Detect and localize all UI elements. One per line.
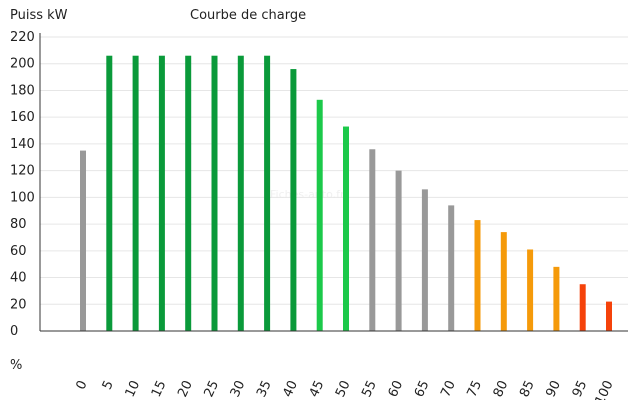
bar-35	[264, 55, 271, 331]
x-tick-label-55: 55	[359, 378, 380, 399]
x-tick-label-5: 5	[100, 378, 117, 392]
x-tick-label-50: 50	[333, 378, 354, 399]
y-tick-label-180: 180	[10, 83, 35, 98]
x-tick-label-65: 65	[412, 378, 433, 399]
bar-85	[527, 249, 534, 331]
bar-100	[606, 301, 612, 331]
bar-0	[80, 150, 86, 331]
y-tick-label-140: 140	[10, 137, 35, 152]
x-tick-label-20: 20	[175, 378, 196, 399]
bar-40	[290, 69, 297, 331]
x-tick-label-40: 40	[280, 378, 301, 399]
y-tick-label-220: 220	[10, 30, 35, 45]
x-tick-label-90: 90	[543, 378, 564, 399]
bar-90	[553, 266, 560, 331]
y-axis-label: Puiss kW	[10, 8, 68, 23]
x-tick-label-15: 15	[149, 378, 170, 399]
x-tick-label-85: 85	[517, 378, 538, 399]
y-tick-label-80: 80	[10, 217, 27, 232]
y-tick-label-0: 0	[10, 324, 18, 339]
bar-60	[395, 170, 402, 331]
bar-80	[500, 232, 507, 331]
bar-20	[185, 55, 192, 331]
bar-95	[579, 284, 586, 331]
x-tick-label-100: 100	[593, 378, 617, 400]
y-tick-label-100: 100	[10, 190, 35, 205]
bar-75	[474, 220, 481, 331]
bar-5	[106, 55, 113, 331]
y-tick-label-120: 120	[10, 164, 35, 179]
bar-50	[343, 126, 349, 331]
bar-30	[237, 55, 244, 331]
bar-15	[158, 55, 165, 331]
x-tick-label-10: 10	[123, 378, 144, 399]
x-tick-label-45: 45	[307, 378, 328, 399]
bar-25	[211, 55, 218, 331]
x-axis-label: %	[10, 358, 23, 373]
y-tick-label-60: 60	[10, 244, 27, 259]
bars	[80, 55, 612, 332]
x-axis-ticks: 0 5 10 15 20 25 30 35 40 45 50 55 60 65 70 75 80 85 90 95 10…	[74, 378, 617, 400]
x-tick-label-70: 70	[438, 378, 459, 399]
x-tick-label-75: 75	[465, 378, 486, 399]
y-tick-label-40: 40	[10, 271, 27, 286]
x-tick-label-0: 0	[74, 378, 91, 392]
x-tick-label-30: 30	[228, 378, 249, 399]
x-tick-label-95: 95	[570, 378, 591, 399]
bar-70	[448, 205, 455, 331]
grid-lines	[40, 36, 628, 305]
y-tick-label-160: 160	[10, 110, 35, 125]
x-tick-label-60: 60	[386, 378, 407, 399]
bar-10	[132, 55, 139, 331]
x-tick-label-35: 35	[254, 378, 275, 399]
bar-45	[316, 99, 323, 332]
x-tick-label-25: 25	[202, 378, 223, 399]
bar-65	[421, 189, 428, 331]
chart-title: Courbe de charge	[190, 8, 307, 23]
y-axis-ticks: 0 20 40 60 80 100 120 140 160 180 200 220	[10, 30, 35, 339]
y-tick-label-200: 200	[10, 57, 35, 72]
y-tick-label-20: 20	[10, 297, 27, 312]
x-tick-label-80: 80	[491, 378, 512, 399]
bar-55	[369, 149, 376, 331]
